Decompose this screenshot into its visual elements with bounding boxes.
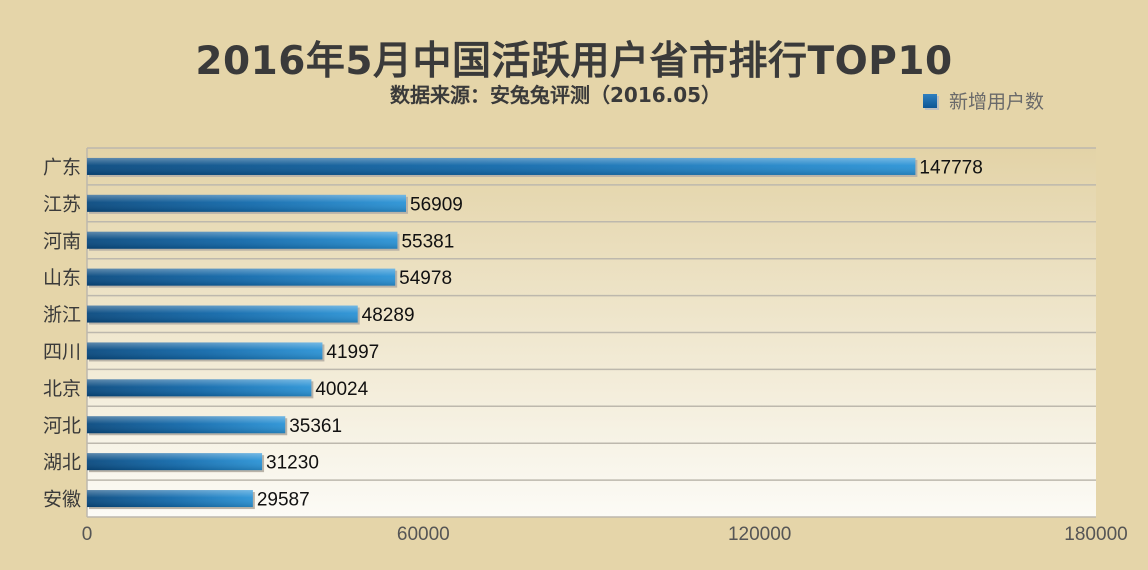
bar-highlight [87, 490, 253, 508]
legend-swatch [923, 93, 937, 108]
x-tick-label: 180000 [1064, 524, 1127, 545]
bar-highlight [87, 416, 286, 434]
data-label: 55381 [401, 231, 454, 252]
x-tick-label: 120000 [728, 524, 791, 545]
category-label: 河南 [43, 230, 81, 252]
bar-highlight [87, 157, 916, 175]
category-label: 河北 [43, 415, 81, 437]
data-label: 29587 [257, 490, 310, 511]
data-label: 41997 [326, 342, 379, 363]
x-tick-label: 0 [82, 524, 93, 545]
bar-highlight [87, 453, 263, 471]
data-label: 40024 [315, 379, 368, 400]
bar-highlight [87, 305, 358, 323]
category-label: 安徽 [43, 489, 81, 511]
bar-highlight [87, 342, 323, 360]
category-label: 湖北 [43, 452, 81, 474]
data-label: 31230 [266, 453, 319, 474]
bar-highlight [87, 268, 396, 286]
bar-highlight [87, 379, 312, 397]
data-label: 54978 [399, 268, 452, 289]
legend: 新增用户数 [923, 87, 1044, 114]
x-tick-label: 60000 [397, 524, 450, 545]
category-label: 四川 [43, 341, 81, 363]
category-label: 广东 [43, 156, 81, 178]
bar-highlight [87, 194, 407, 212]
data-label: 48289 [362, 305, 415, 326]
legend-label: 新增用户数 [949, 91, 1045, 113]
bar-highlight [87, 231, 398, 249]
category-label: 浙江 [43, 304, 81, 326]
category-label: 山东 [43, 267, 81, 289]
chart-subtitle: 数据来源：安兔兔评测（2016.05） [390, 83, 722, 107]
data-label: 35361 [289, 416, 342, 437]
category-label: 北京 [43, 378, 81, 400]
category-label: 江苏 [43, 193, 81, 215]
data-label: 147778 [919, 157, 982, 178]
chart-title: 2016年5月中国活跃用户省市排行TOP10 [195, 39, 953, 84]
data-label: 56909 [410, 194, 463, 215]
